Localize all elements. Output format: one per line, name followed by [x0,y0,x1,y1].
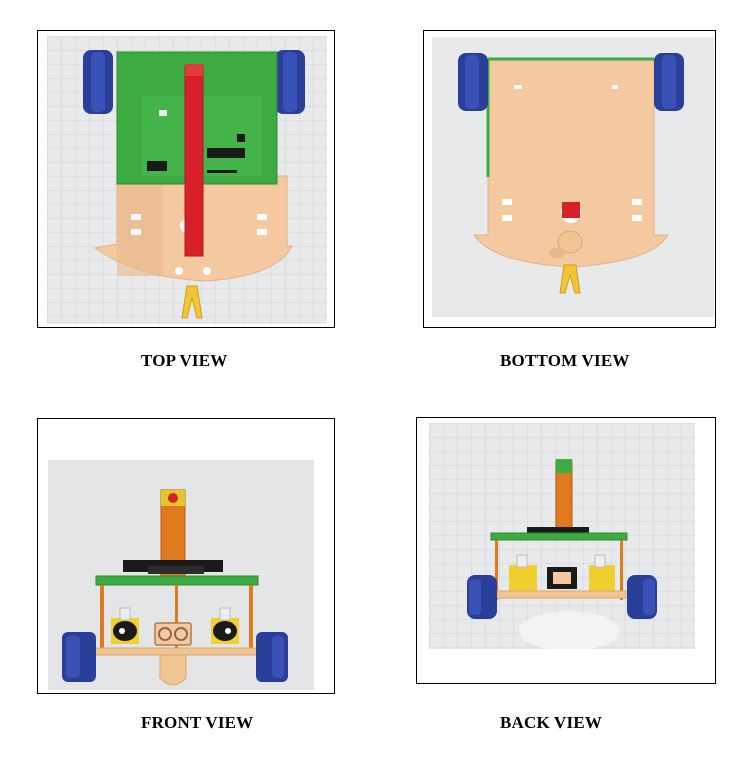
mast-end [562,202,580,218]
mast [184,65,204,257]
wheel-left [62,632,96,682]
wheel-right [627,575,657,619]
wheel-left [83,50,113,114]
bottom-view-frame [423,30,716,328]
back-view-frame [416,417,716,684]
wheel-left [458,53,488,111]
back-view-render [429,423,695,649]
front-view-caption: FRONT VIEW [141,713,254,732]
front-view-frame [37,418,335,694]
wheel-right [654,53,684,111]
top-view-frame [37,30,335,328]
wheel-right [275,50,305,114]
wheel-left [467,575,497,619]
bottom-view-render [432,37,714,317]
wheel-right [256,632,288,682]
top-view-render [47,36,327,324]
top-view-caption: TOP VIEW [141,351,228,370]
bottom-view-caption: BOTTOM VIEW [500,351,630,370]
back-view-caption: BACK VIEW [500,713,603,732]
front-view-render [48,460,314,690]
